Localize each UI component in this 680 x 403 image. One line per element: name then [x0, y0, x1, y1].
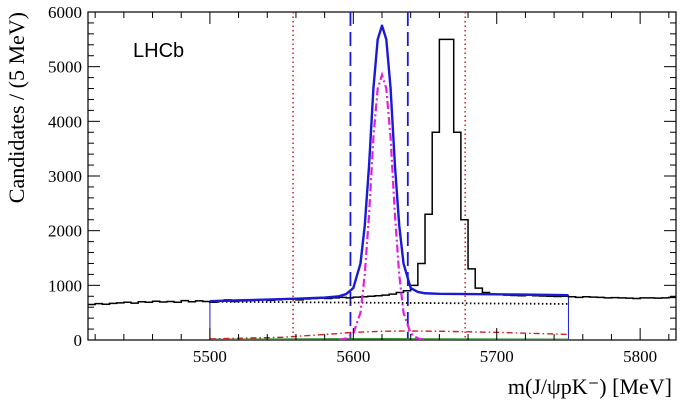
y-tick-label: 3000 [48, 167, 82, 186]
y-axis-title: Candidates / (5 MeV) [4, 12, 29, 203]
experiment-label: LHCb [133, 40, 184, 62]
x-tick-label: 5800 [623, 347, 657, 366]
combinatorial-background-line [209, 300, 569, 305]
y-tick-label: 4000 [48, 112, 82, 131]
axis-ticks: 0 1000 2000 3000 4000 5000 6000 5500 5600 5700 580… [48, 3, 676, 366]
x-tick-label: 5700 [480, 347, 514, 366]
y-tick-label: 5000 [48, 58, 82, 77]
y-tick-label: 0 [74, 331, 83, 350]
x-tick-label: 5500 [193, 347, 227, 366]
signal-component-curve [338, 71, 426, 340]
x-axis-title: m(J/ψpK⁻) [MeV] [508, 374, 672, 399]
x-tick-label: 5600 [336, 347, 370, 366]
minor-background-curve [209, 338, 569, 340]
y-tick-label: 6000 [48, 3, 82, 22]
y-tick-label: 1000 [48, 276, 82, 295]
y-tick-label: 2000 [48, 222, 82, 241]
total-fit-curve [209, 24, 569, 303]
data-histogram [88, 38, 676, 306]
peaking-background-curve [209, 330, 569, 340]
